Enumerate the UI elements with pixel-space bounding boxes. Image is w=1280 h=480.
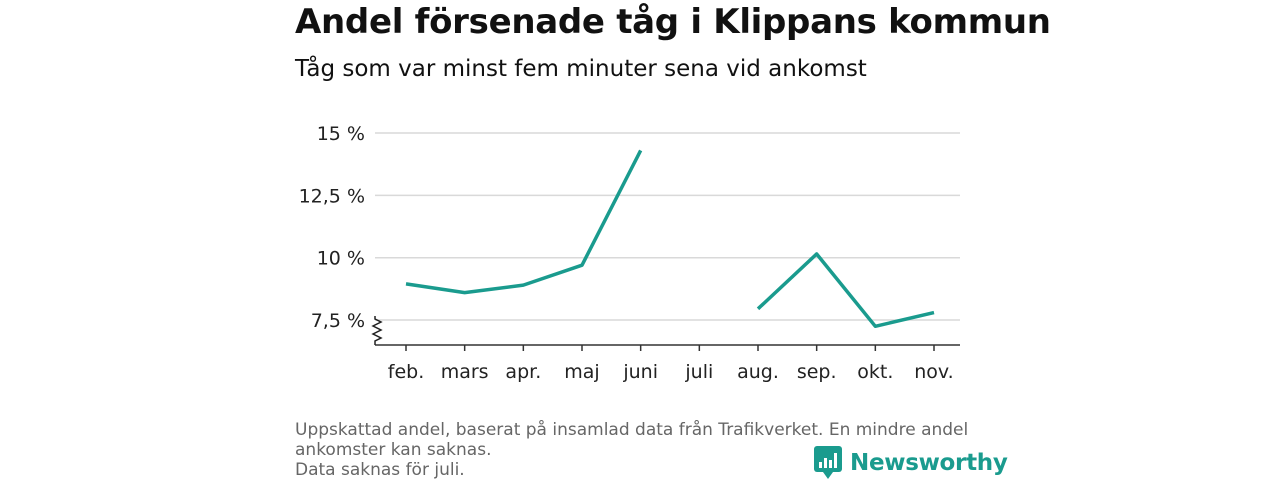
y-tick-label: 12,5 % [299, 185, 365, 207]
footnote-line: Data saknas för juli. [295, 460, 465, 480]
footnote: Uppskattad andel, baserat på insamlad da… [295, 420, 995, 480]
x-tick-label: apr. [505, 361, 541, 383]
x-tick-label: aug. [737, 361, 779, 383]
x-tick-label: juli [684, 361, 713, 383]
y-tick-label: 15 % [317, 123, 365, 145]
newsworthy-logo: Newsworthy [814, 446, 1008, 480]
brand-name: Newsworthy [850, 450, 1008, 476]
series-line-segment [405, 149, 643, 295]
x-tick-label: mars [441, 361, 489, 383]
footnote-line: Uppskattad andel, baserat på insamlad da… [295, 420, 969, 440]
chart-subtitle: Tåg som var minst fem minuter sena vid a… [295, 56, 867, 82]
x-tick-label: sep. [797, 361, 837, 383]
x-tick-label: feb. [388, 361, 424, 383]
x-axis-tick-labels: feb. mars apr. maj juni juli aug. sep. okt. nov. [388, 361, 954, 383]
series-line-segment [756, 252, 935, 329]
x-axis [371, 316, 960, 351]
x-tick-label: juni [622, 361, 658, 383]
newsworthy-logo-icon [814, 446, 842, 479]
y-tick-label: 7,5 % [311, 310, 365, 332]
gridlines [375, 132, 960, 321]
axis-break-icon [371, 316, 383, 345]
y-axis-tick-labels: 7,5 % 10 % 12,5 % 15 % [299, 123, 365, 332]
x-tick-label: nov. [914, 361, 953, 383]
chart-title: Andel försenade tåg i Klippans kommun [295, 2, 1051, 42]
x-tick-label: okt. [857, 361, 893, 383]
x-tick-label: maj [564, 361, 599, 383]
series-lines [405, 149, 935, 329]
footnote-line: ankomster kan saknas. [295, 440, 492, 460]
y-tick-label: 10 % [317, 248, 365, 270]
